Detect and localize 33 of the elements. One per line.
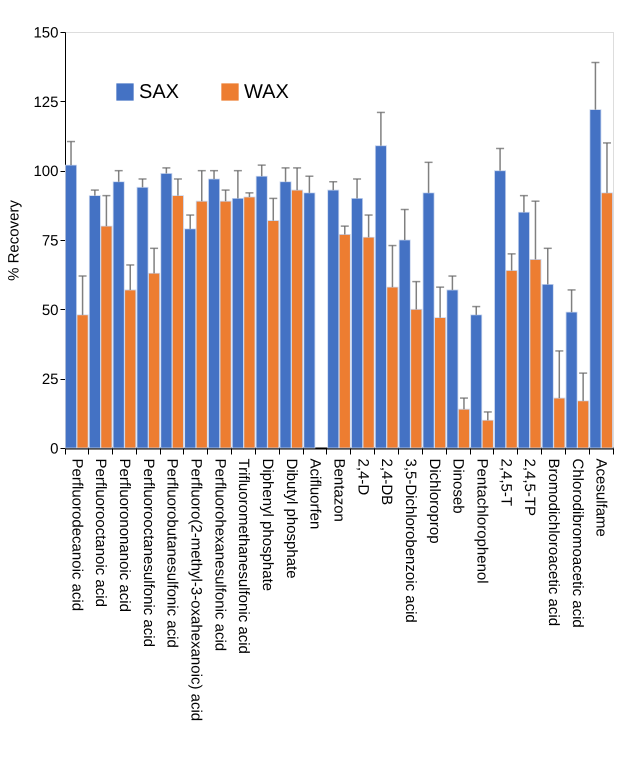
x-tick-label: Perfluorononanoic acid: [116, 458, 133, 612]
x-tick-label: Dinoseb: [450, 458, 467, 514]
x-tick-label: 2,4,5-TP: [521, 458, 538, 516]
x-tick-label: Perfluorodecanoic acid: [68, 458, 86, 612]
legend-label: WAX: [244, 81, 289, 103]
y-tick-label: 0: [50, 440, 58, 458]
y-tick-label: 100: [33, 163, 58, 180]
x-tick-label: Bentazon: [330, 458, 348, 522]
x-tick-label: Perfluorobutanesulfonic acid: [164, 458, 181, 648]
x-tick-label: Acifluorfen: [306, 458, 324, 530]
x-tick-label: 3,5-Dichlorobenzoic acid: [402, 458, 420, 623]
y-tick-label: 150: [33, 24, 58, 42]
x-tick-label: 2,4,5-T: [497, 458, 514, 506]
x-tick-label: Dichloroprop: [426, 458, 443, 544]
x-tick-label: Perfluoro(2-methyl-3-oxahexanoic) acid: [187, 458, 204, 722]
x-tick-label: 2,4-DB: [378, 458, 396, 506]
y-tick-label: 75: [42, 232, 58, 250]
x-tick-label: Acesulfame: [592, 458, 610, 537]
y-tick-label: 125: [33, 94, 58, 111]
y-tick-label: 25: [42, 371, 58, 388]
x-tick-label: 2,4-D: [354, 458, 372, 496]
x-tick-label: Pentachlorophenol: [474, 458, 491, 584]
x-tick-label: Trifluoromethanesulfonic acid: [235, 458, 252, 654]
x-tick-label: Perfluorooctanoic acid: [92, 458, 110, 607]
x-tick-label: Perfluorohexanesulfonic acid: [211, 458, 228, 652]
x-tick-label: Bromodichloroacetic acid: [545, 458, 562, 626]
x-tick-label: Diphenyl phosphate: [258, 458, 276, 592]
y-tick-label: 50: [42, 302, 58, 319]
x-tick-label: Chlorodibromoacetic acid: [568, 458, 586, 628]
legend-label: SAX: [139, 81, 180, 103]
y-axis-title: % Recovery: [5, 200, 22, 281]
x-tick-label: Dibutyl phosphate: [282, 458, 300, 579]
x-tick-label: Perfluorooctanesulfonic acid: [140, 458, 157, 647]
